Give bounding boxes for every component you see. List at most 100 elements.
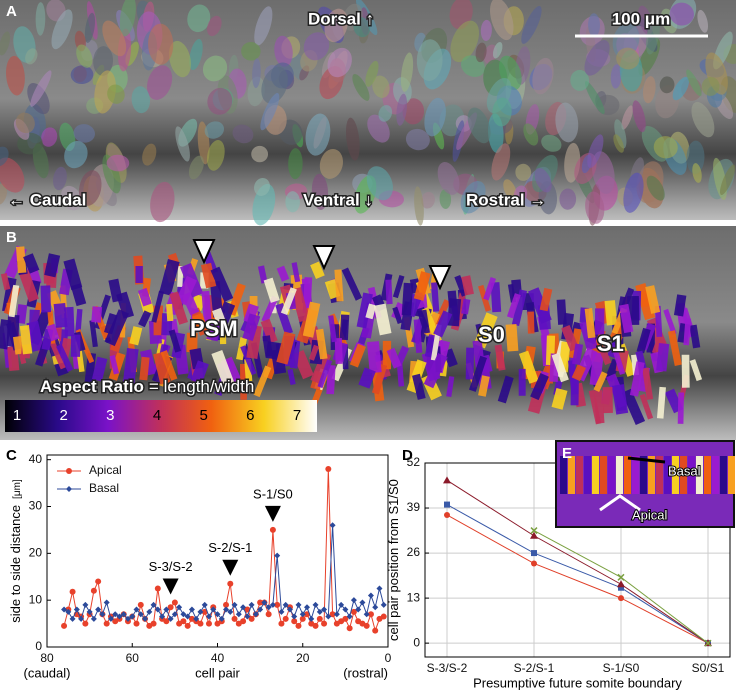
cell-texture bbox=[588, 13, 600, 37]
cell-color bbox=[518, 350, 539, 384]
cell-color bbox=[211, 349, 235, 387]
apical-label: Apical bbox=[632, 507, 668, 522]
point bbox=[171, 599, 178, 606]
point bbox=[321, 606, 328, 613]
cell-texture bbox=[261, 66, 288, 104]
cell-color bbox=[138, 310, 152, 328]
point bbox=[257, 606, 264, 613]
cell-texture bbox=[76, 44, 93, 68]
cell-texture bbox=[93, 46, 114, 76]
cell-color bbox=[302, 301, 321, 338]
cell-color bbox=[616, 456, 623, 494]
cell-texture bbox=[119, 0, 136, 37]
cell-color bbox=[604, 300, 618, 326]
point bbox=[342, 615, 349, 622]
cell-color bbox=[584, 307, 596, 339]
cell-color bbox=[287, 368, 296, 386]
cell-color bbox=[160, 350, 178, 381]
point bbox=[150, 620, 157, 627]
cell-texture bbox=[686, 140, 705, 175]
cell-texture bbox=[365, 60, 379, 87]
colorbar-tick-label: 3 bbox=[106, 407, 114, 424]
x-tick-label: 60 bbox=[126, 651, 140, 665]
point bbox=[444, 511, 450, 518]
cell-color bbox=[169, 291, 188, 325]
cell-texture bbox=[672, 76, 690, 101]
caudal-label: ← Caudal bbox=[8, 190, 86, 209]
point bbox=[350, 608, 357, 615]
point bbox=[231, 615, 238, 622]
series-line bbox=[446, 479, 709, 644]
annotation-arrow bbox=[264, 505, 281, 522]
cell-texture bbox=[288, 148, 303, 180]
cell-color bbox=[598, 346, 612, 366]
cell-texture bbox=[251, 145, 269, 163]
y-tick-label: 30 bbox=[29, 499, 43, 513]
cell-color bbox=[667, 330, 682, 366]
cell-texture bbox=[25, 48, 38, 65]
cell-color bbox=[168, 329, 182, 353]
cell-color bbox=[560, 456, 567, 494]
cell-texture bbox=[555, 102, 579, 143]
cell-color bbox=[497, 375, 514, 404]
x-tick-label: S-2/S-1 bbox=[514, 661, 555, 675]
panel-letter: D bbox=[402, 447, 413, 464]
cell-color bbox=[191, 313, 208, 332]
cell-texture bbox=[416, 39, 443, 82]
cell-color bbox=[640, 456, 647, 494]
panel-letter: B bbox=[6, 229, 17, 246]
cell-color bbox=[26, 320, 45, 352]
cell-color bbox=[511, 289, 528, 326]
cell-color bbox=[490, 282, 502, 313]
y-tick-label: 10 bbox=[29, 592, 43, 606]
cell-color bbox=[537, 304, 551, 330]
point bbox=[359, 599, 366, 606]
point bbox=[618, 584, 624, 591]
cell-texture bbox=[131, 86, 151, 114]
point bbox=[214, 611, 221, 618]
y-tick-label: 40 bbox=[29, 452, 43, 466]
cell-color bbox=[55, 344, 74, 372]
cell-color bbox=[8, 284, 20, 318]
cell-texture bbox=[84, 12, 96, 43]
cell-texture bbox=[584, 40, 610, 76]
y-tick-label: 20 bbox=[29, 546, 43, 560]
point bbox=[69, 615, 76, 622]
cell-texture bbox=[534, 168, 552, 193]
cell-texture bbox=[701, 77, 720, 96]
colorbar-tick-label: 4 bbox=[153, 407, 161, 424]
cell-texture bbox=[719, 164, 736, 196]
cell-texture bbox=[515, 163, 532, 181]
legend-label: Apical bbox=[89, 463, 122, 477]
x-note: (rostral) bbox=[343, 665, 388, 680]
cell-texture bbox=[460, 180, 486, 214]
cell-color bbox=[91, 306, 103, 323]
point bbox=[129, 613, 136, 620]
cell-texture bbox=[616, 47, 640, 70]
cell-texture bbox=[247, 76, 265, 107]
cell-color bbox=[396, 361, 405, 387]
cell-color bbox=[461, 298, 471, 315]
cell-color bbox=[89, 320, 98, 348]
colorbar-formula: = length/width bbox=[149, 377, 254, 396]
cell-color bbox=[276, 331, 296, 365]
cell-texture bbox=[303, 32, 330, 61]
cell-texture bbox=[643, 76, 656, 104]
colorbar-tick-label: 1 bbox=[13, 407, 21, 424]
point bbox=[312, 622, 319, 629]
point bbox=[325, 613, 332, 620]
point bbox=[90, 587, 97, 594]
point bbox=[531, 560, 537, 567]
cell-color bbox=[190, 360, 209, 385]
point bbox=[112, 611, 119, 618]
panel-letter: C bbox=[6, 447, 17, 464]
point bbox=[304, 604, 311, 611]
cell-color bbox=[421, 309, 430, 334]
point bbox=[355, 606, 362, 613]
cell-texture bbox=[532, 57, 554, 95]
cell-texture bbox=[148, 23, 174, 65]
cell-color bbox=[413, 319, 423, 353]
x-tick-label: 40 bbox=[211, 651, 225, 665]
cell-color bbox=[728, 456, 735, 494]
point bbox=[443, 476, 451, 484]
